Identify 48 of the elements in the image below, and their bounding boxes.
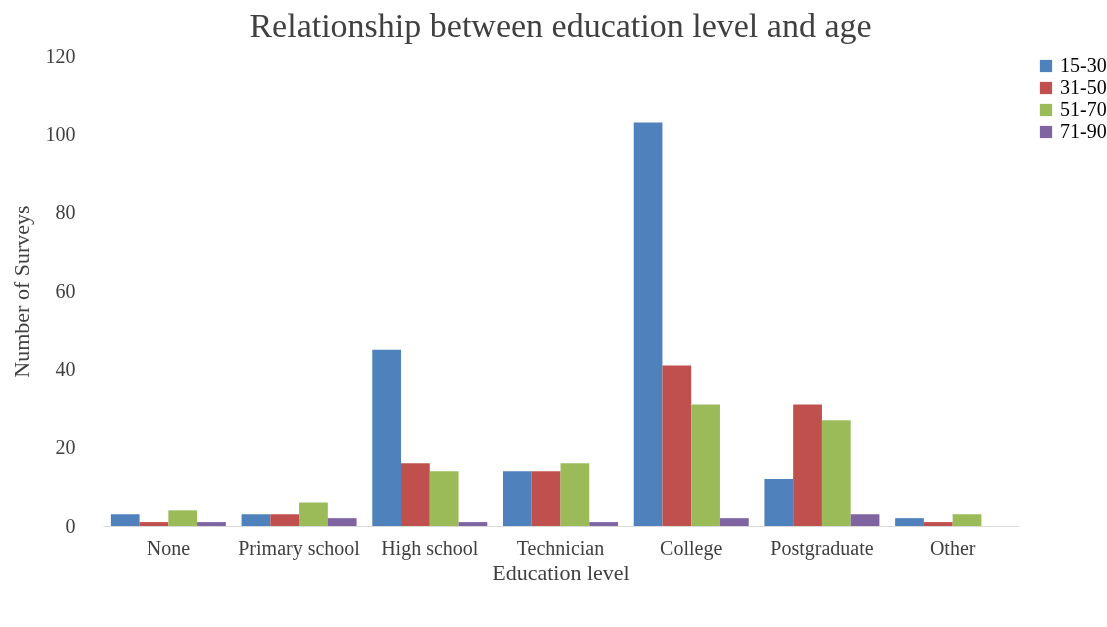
bar bbox=[429, 471, 459, 526]
bar bbox=[952, 514, 982, 526]
y-tick-label: 0 bbox=[65, 514, 76, 537]
legend-label: 15-30 bbox=[1060, 54, 1107, 76]
y-tick-label: 100 bbox=[45, 122, 76, 145]
y-tick-label: 20 bbox=[55, 436, 76, 459]
bar bbox=[197, 522, 226, 526]
x-tick-label: High school bbox=[381, 536, 479, 560]
bar bbox=[327, 518, 357, 526]
legend-label: 71-90 bbox=[1060, 120, 1107, 142]
bar bbox=[168, 510, 198, 526]
bar bbox=[299, 502, 328, 526]
bar bbox=[139, 522, 169, 526]
bar bbox=[241, 514, 271, 526]
y-tick-label: 80 bbox=[55, 201, 76, 224]
bar bbox=[719, 518, 749, 526]
bar bbox=[502, 471, 532, 526]
bar bbox=[691, 404, 720, 526]
bar bbox=[560, 463, 590, 526]
legend-label: 51-70 bbox=[1060, 98, 1107, 120]
bar bbox=[458, 522, 488, 526]
bar bbox=[110, 514, 140, 526]
bar bbox=[270, 514, 300, 526]
x-tick-label: Postgraduate bbox=[770, 536, 874, 560]
bar bbox=[764, 479, 794, 526]
chart-title: Relationship between education level and age bbox=[249, 7, 872, 44]
y-tick-label: 120 bbox=[45, 44, 76, 67]
x-tick-label: Primary school bbox=[238, 536, 361, 560]
bar bbox=[401, 463, 430, 526]
bar bbox=[923, 522, 953, 526]
y-tick-label: 60 bbox=[55, 279, 76, 302]
bar bbox=[531, 471, 561, 526]
bar bbox=[821, 420, 851, 526]
bar bbox=[589, 522, 619, 526]
y-tick-label: 40 bbox=[55, 357, 76, 380]
x-tick-label: Technician bbox=[516, 536, 605, 559]
x-tick-label: Other bbox=[929, 536, 976, 559]
x-tick-label: None bbox=[146, 536, 191, 559]
y-axis-title: Number of Surveys bbox=[8, 205, 34, 378]
bar bbox=[633, 122, 663, 526]
x-axis-title: Education level bbox=[492, 559, 630, 585]
x-tick-label: College bbox=[660, 536, 723, 560]
bar bbox=[793, 404, 822, 526]
bar bbox=[372, 349, 402, 526]
bar bbox=[662, 365, 692, 526]
bar bbox=[850, 514, 880, 526]
legend-label: 31-50 bbox=[1060, 76, 1107, 98]
bar bbox=[895, 518, 924, 526]
